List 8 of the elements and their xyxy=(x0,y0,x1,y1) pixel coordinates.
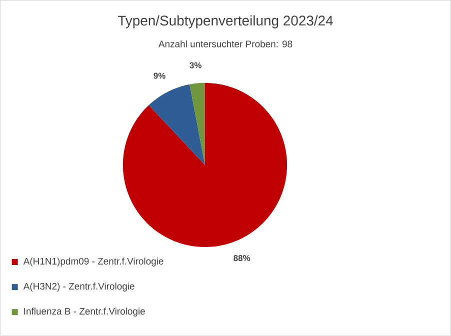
chart-title: Typen/Subtypenverteilung 2023/24 xyxy=(118,15,333,28)
data-label: 88% xyxy=(234,255,250,262)
legend-label: A(H3N2) - Zentr.f.Virologie xyxy=(23,282,134,292)
data-label: 3% xyxy=(190,62,202,68)
legend-label: Influenza B - Zentr.f.Virologie xyxy=(24,308,145,317)
chart-subtitle: Anzahl untersuchter Proben: 98 xyxy=(158,40,292,48)
data-label: 9% xyxy=(154,72,166,79)
legend-label: A(H1N1)pdm09 - Zentr.f.Virologie xyxy=(23,258,164,266)
